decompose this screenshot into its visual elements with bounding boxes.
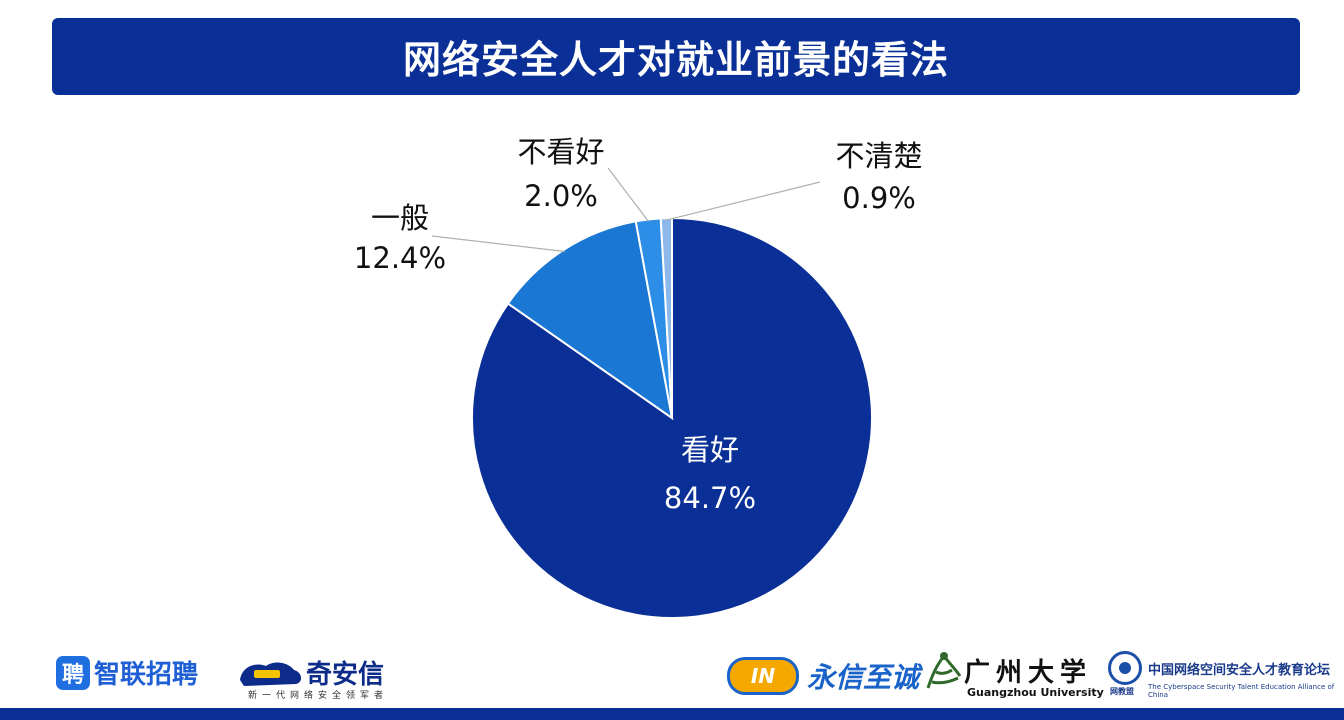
alliance-name: 中国网络空间安全人才教育论坛	[1148, 662, 1331, 678]
leader-line-1	[431, 235, 565, 253]
qianxin-tagline: 新一代网络安全领军者	[248, 691, 389, 701]
gzhu-emblem-icon	[926, 652, 962, 689]
yongxin-mark-icon: IN	[727, 657, 799, 695]
page-title: 网络安全人才对就业前景的看法	[402, 38, 949, 82]
alliance-short-name: 网教盟	[1110, 687, 1134, 696]
title-banner: 网络安全人才对就业前景的看法	[52, 18, 1300, 95]
yongxin-name: 永信至诚	[807, 661, 920, 694]
qianxin-name: 奇安信	[306, 660, 385, 690]
alliance-english-name: The Cyberspace Security Talent Education…	[1148, 683, 1335, 699]
leader-line-2	[607, 167, 649, 222]
alliance-logo: 中国网络空间安全人才教育论坛	[1108, 651, 1330, 685]
zhaopin-mark-icon: 聘	[56, 655, 90, 690]
slice-value-2: 2.0%	[524, 179, 598, 213]
zhaopin-logo: 聘 智联招聘	[56, 654, 198, 691]
slice-value-0: 84.7%	[664, 481, 756, 515]
slice-value-3: 0.9%	[842, 181, 916, 215]
gzhu-english-name: Guangzhou University	[967, 686, 1104, 699]
yongxin-logo: IN 永信至诚	[727, 656, 919, 696]
slice-label-2: 不看好	[517, 135, 604, 169]
pie-slice-1	[506, 220, 674, 421]
slice-label-0: 看好	[681, 433, 739, 467]
alliance-seal-icon	[1108, 651, 1142, 685]
leader-line-3	[666, 181, 821, 221]
slice-label-1: 一般	[371, 201, 429, 235]
qianxin-mascot-icon	[240, 662, 302, 686]
footer-bar	[0, 708, 1344, 720]
slice-label-3: 不清楚	[835, 139, 922, 173]
gzhu-name: 广州大学	[964, 657, 1093, 688]
gzhu-logo: 广州大学	[922, 648, 1092, 692]
pie-slice-3	[659, 216, 673, 419]
zhaopin-name: 智联招聘	[94, 660, 199, 690]
qianxin-logo: 奇安信	[236, 654, 384, 691]
slice-value-1: 12.4%	[354, 241, 446, 275]
